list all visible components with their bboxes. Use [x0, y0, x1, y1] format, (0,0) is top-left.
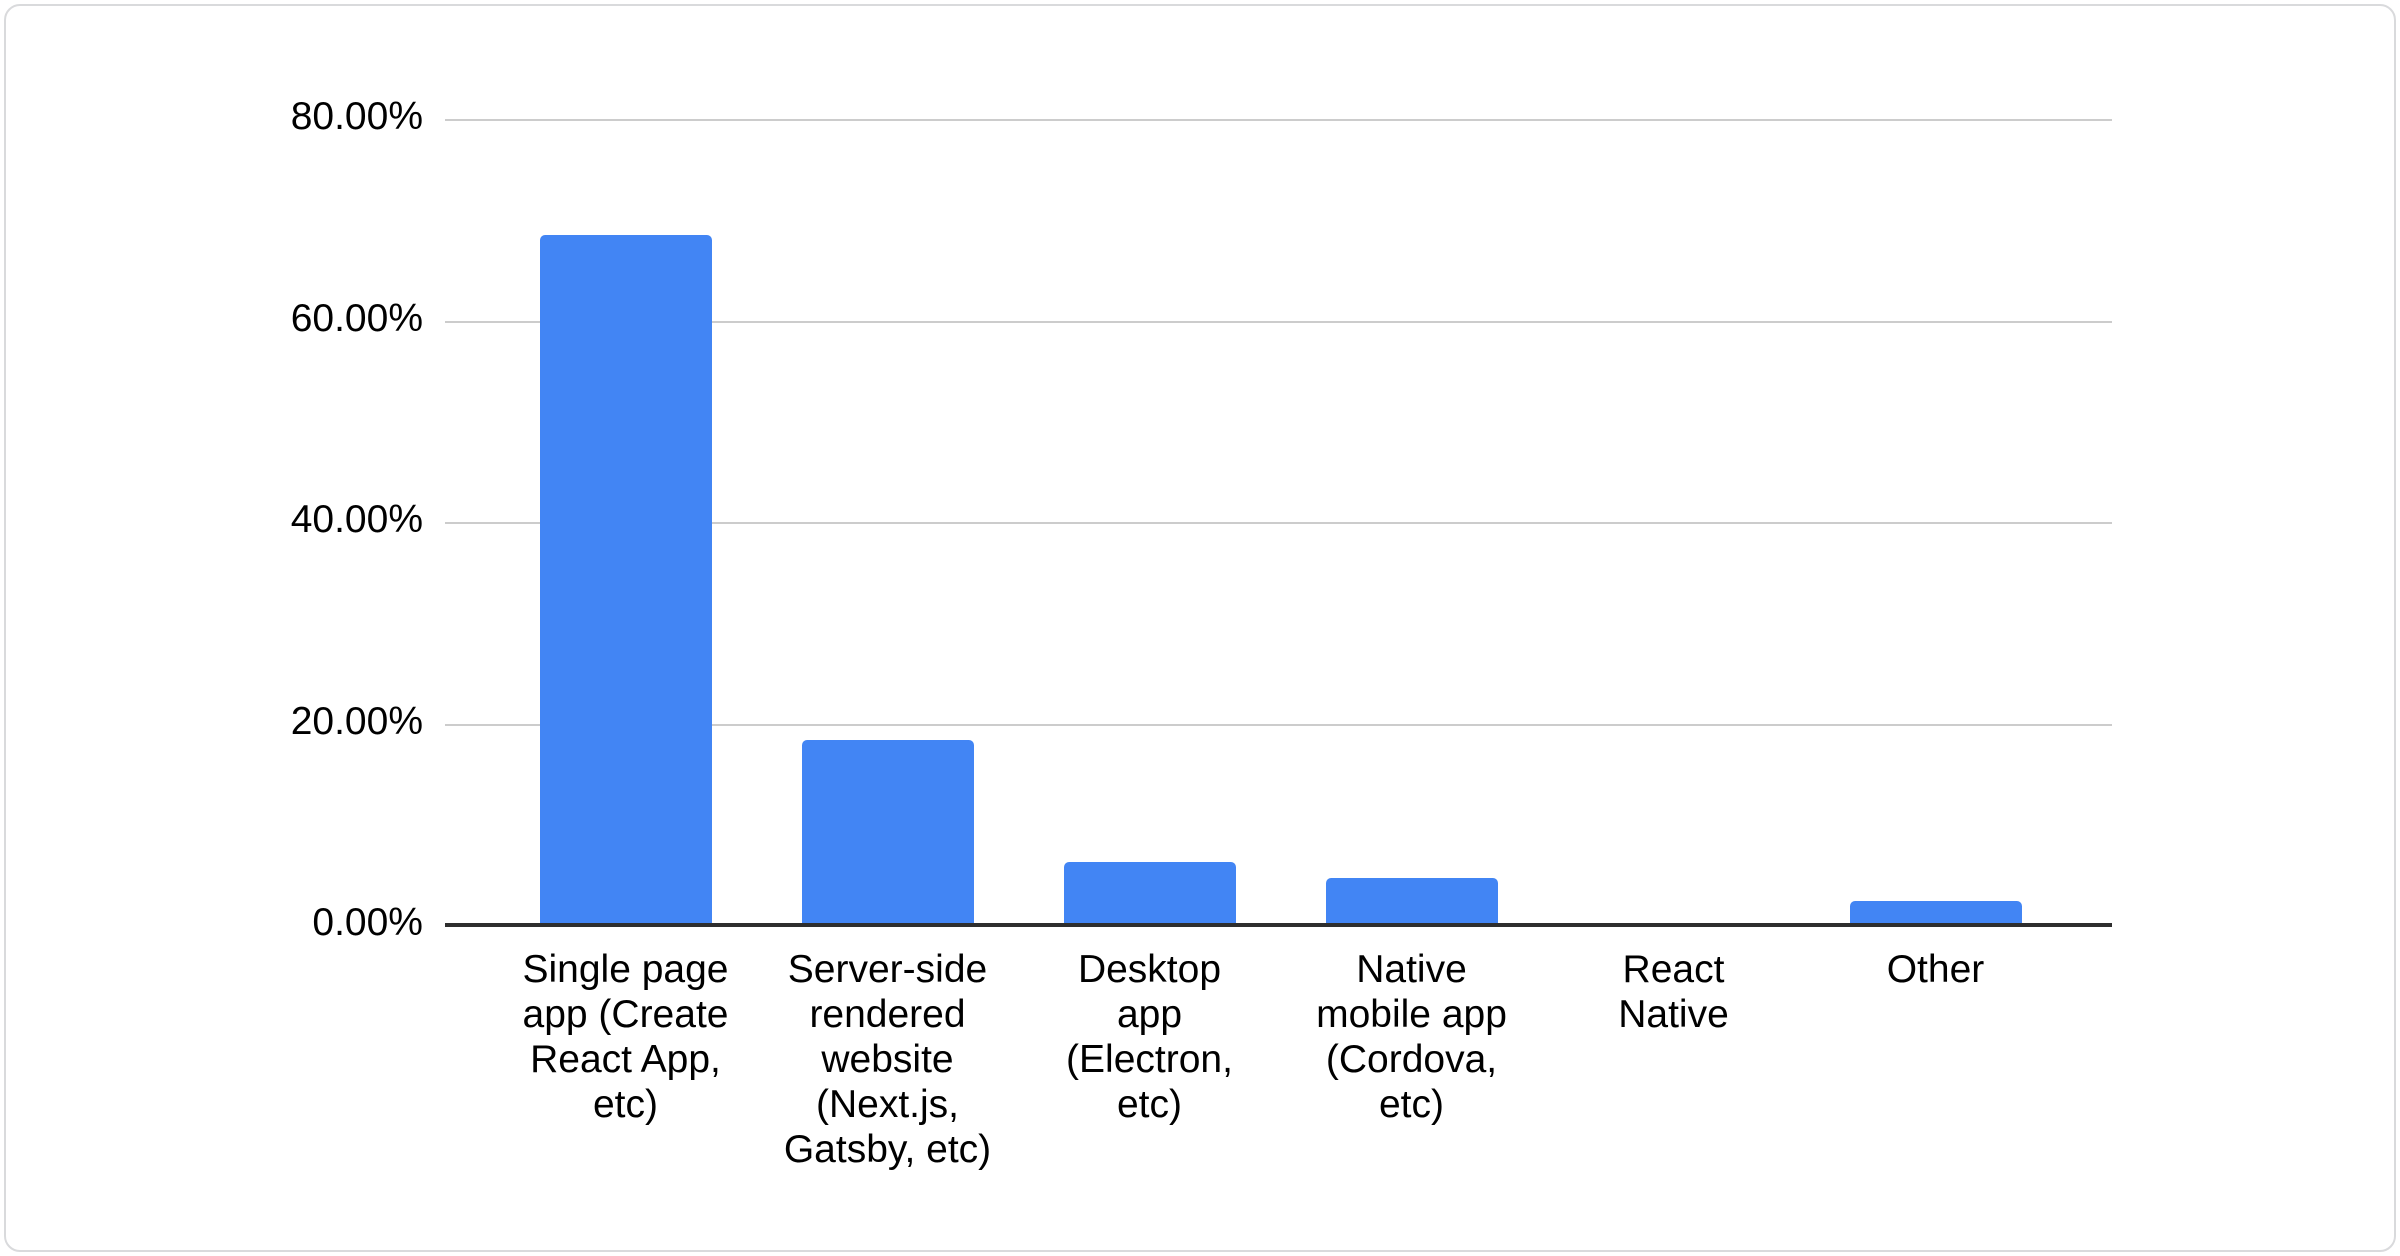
chart-card: 80.00% 60.00% 40.00% 20.00% 0.00% Single page…	[4, 4, 2396, 1252]
y-axis-tick-label: 60.00%	[290, 296, 423, 340]
bar-4	[1325, 878, 1498, 925]
bar-3	[1063, 862, 1236, 925]
y-gridline	[445, 723, 2112, 726]
x-axis-category-label: Native mobile app (Cordova, etc)	[1316, 948, 1507, 1126]
x-axis-category-label: Desktop app (Electron, etc)	[1066, 948, 1233, 1126]
y-axis-tick-label: 0.00%	[312, 901, 423, 945]
y-gridline	[445, 320, 2112, 323]
x-axis-category-label: Other	[1886, 948, 1985, 991]
y-gridline	[445, 119, 2112, 121]
x-axis-line	[445, 923, 2112, 927]
y-axis-tick-label: 40.00%	[290, 498, 423, 542]
x-axis-category-label: React Native	[1618, 948, 1729, 1036]
x-axis-category-label: Server-side rendered website (Next.js, G…	[783, 948, 992, 1171]
y-axis-tick-label: 80.00%	[290, 95, 423, 139]
y-gridline	[445, 522, 2112, 524]
x-axis-category-label: Single page app (Create React App, etc)	[522, 948, 729, 1126]
bar-chart: 80.00% 60.00% 40.00% 20.00% 0.00% Single page…	[6, 6, 2398, 1254]
y-axis-tick-label: 20.00%	[290, 699, 423, 743]
bar-1	[539, 235, 712, 925]
bar-6	[1849, 901, 2022, 925]
bar-2	[801, 740, 974, 925]
